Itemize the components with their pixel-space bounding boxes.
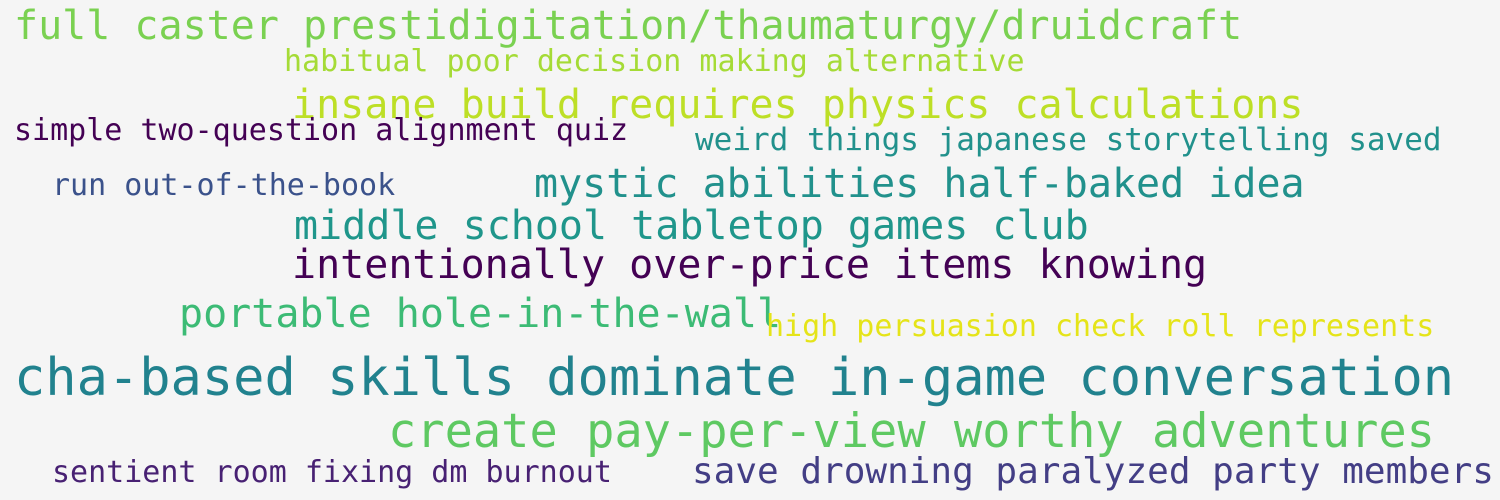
phrase: create pay-per-view worthy adventures (388, 404, 1435, 459)
phrase: run out-of-the-book (52, 168, 396, 203)
phrase: high persuasion check roll represents (766, 309, 1435, 344)
phrase: portable hole-in-the-wall (179, 291, 782, 337)
phrase: middle school tabletop games club (294, 203, 1089, 249)
phrase: habitual poor decision making alternativ… (284, 44, 1025, 79)
phrase: save drowning paralyzed party members (692, 451, 1494, 492)
phrase: full caster prestidigitation/thaumaturgy… (14, 3, 1243, 49)
phrase: cha-based skills dominate in-game conver… (14, 348, 1455, 408)
phrase: simple two-question alignment quiz (14, 113, 629, 148)
phrase: mystic abilities half-baked idea (534, 161, 1305, 207)
phrase: sentient room fixing dm burnout (52, 455, 612, 490)
phrase: intentionally over-price items knowing (292, 242, 1208, 288)
phrase: insane build requires physics calculatio… (292, 82, 1304, 128)
phrase: weird things japanese storytelling saved (695, 122, 1442, 158)
